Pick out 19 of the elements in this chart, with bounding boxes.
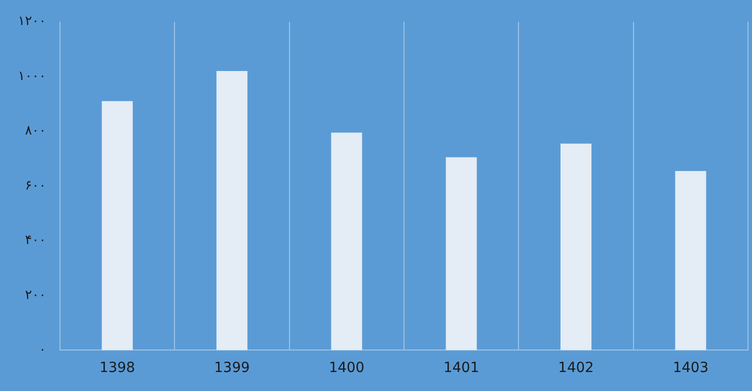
x-tick-label: 1401 [443,360,480,376]
x-tick-label: 1399 [214,360,250,376]
y-tick-label: ۱۰۰۰ [18,68,46,84]
x-tick-label: 1403 [672,360,708,376]
y-tick-label: ۸۰۰ [24,124,46,139]
x-tick-label: 1398 [99,360,136,376]
y-tick-label: ۰ [38,342,46,358]
bar [560,144,592,350]
y-tick-label: ۴۰۰ [24,233,46,248]
bar [216,71,248,350]
x-tick-label: 1400 [328,360,364,376]
y-tick-label: ۲۰۰ [24,288,46,303]
bar [446,157,477,350]
y-tick-label: ۶۰۰ [24,178,46,194]
bar [675,170,706,350]
y-tick-label: ۱۲۰۰ [18,14,46,30]
x-tick-label: 1402 [558,360,594,376]
bar [102,101,133,350]
bar [331,132,362,350]
